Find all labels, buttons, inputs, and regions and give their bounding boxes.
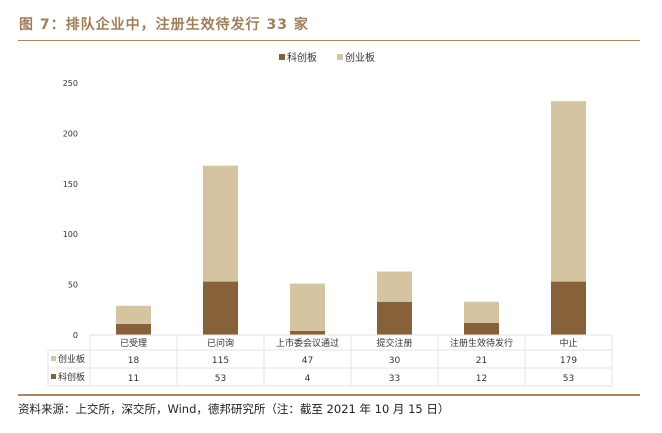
bar-chuangye (116, 305, 151, 324)
bar-chuangye (203, 165, 238, 282)
table-category: 注册生效待发行 (450, 337, 513, 349)
bar-kechuang (377, 301, 412, 335)
table-series-label: 创业板 (58, 353, 85, 365)
bar-kechuang (290, 330, 325, 335)
y-tick-label: 250 (63, 79, 78, 88)
bar-kechuang (203, 281, 238, 335)
bar-kechuang (116, 323, 151, 335)
table-category: 已受理 (120, 337, 147, 349)
legend-label: 创业板 (345, 51, 375, 64)
bar-chuangye (464, 301, 499, 323)
table-value: 30 (389, 356, 401, 366)
table-series-label: 科创板 (58, 371, 85, 383)
table-value: 4 (305, 374, 311, 384)
table-value: 179 (560, 356, 577, 366)
table-value: 115 (212, 356, 229, 366)
table-legend-swatch (51, 374, 56, 379)
y-tick-label: 100 (63, 230, 78, 239)
y-tick-label: 50 (68, 281, 78, 290)
table-value: 18 (128, 356, 140, 366)
y-tick-label: 200 (63, 129, 78, 138)
table-value: 47 (302, 356, 313, 366)
bar-kechuang (464, 322, 499, 335)
figure-title: 图 7：排队企业中，注册生效待发行 33 家 (19, 17, 309, 33)
bar-chuangye (377, 271, 412, 302)
table-value: 21 (476, 356, 487, 366)
table-category: 提交注册 (376, 337, 412, 349)
table-value: 53 (215, 374, 226, 384)
table-category: 中止 (559, 337, 577, 349)
table-category: 上市委会议通过 (276, 337, 339, 349)
bar-kechuang (551, 281, 586, 335)
table-value: 12 (476, 374, 487, 384)
y-tick-label: 150 (63, 180, 78, 189)
legend-label: 科创板 (287, 51, 317, 64)
table-category: 已问询 (207, 337, 234, 349)
footer-rule (18, 394, 640, 396)
source-note: 资料来源：上交所，深交所，Wind，德邦研究所（注：截至 2021 年 10 月… (18, 402, 450, 416)
bar-chuangye (290, 283, 325, 331)
bar-chuangye (551, 101, 586, 282)
table-value: 11 (128, 374, 139, 384)
title-rule (18, 40, 640, 41)
legend-swatch (279, 54, 285, 60)
y-tick-label: 0 (73, 331, 78, 340)
table-value: 53 (563, 374, 574, 384)
legend-swatch (337, 54, 343, 60)
table-legend-swatch (51, 356, 56, 361)
table-value: 33 (389, 374, 400, 384)
